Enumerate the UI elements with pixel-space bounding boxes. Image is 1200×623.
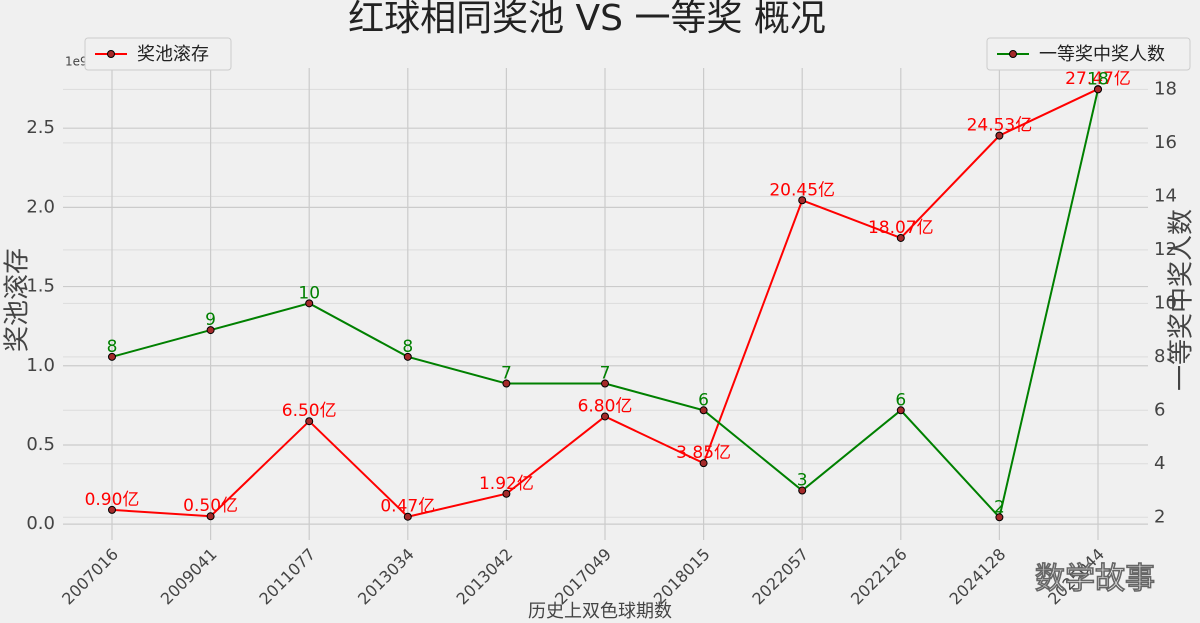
y2-axis-label: 一等奖中奖人数: [1167, 209, 1197, 391]
y-tick-label: 0.0: [26, 513, 55, 534]
y2-tick-label: 8: [1154, 346, 1165, 367]
point: [108, 352, 116, 361]
y-tick-label: 2.5: [26, 117, 55, 138]
point: [896, 233, 905, 242]
data-label: 18.07亿: [868, 218, 934, 238]
watermark: 数学故事: [1035, 562, 1155, 597]
point: [995, 513, 1004, 522]
data-label: 8: [107, 337, 118, 357]
point: [502, 489, 511, 498]
data-label: 27.47亿: [1065, 69, 1131, 89]
x-axis-label: 历史上双色球期数: [528, 601, 672, 622]
data-label: 6.50亿: [282, 401, 337, 421]
y2-tick-label: 2: [1154, 506, 1165, 527]
data-label: 6.80亿: [578, 396, 633, 416]
data-label: 0.47亿: [380, 497, 435, 517]
data-label: 3.85亿: [676, 443, 731, 463]
data-label: 6: [698, 390, 709, 410]
y-tick-label: 1.5: [26, 276, 55, 297]
point: [403, 512, 412, 521]
data-label: 18: [1087, 69, 1109, 89]
chart-title: 红球相同奖池 VS 一等奖 概况: [348, 0, 826, 39]
point: [699, 459, 708, 468]
legend-box: [986, 37, 1191, 71]
y2-tick-label: 14: [1154, 185, 1177, 206]
point: [798, 196, 807, 205]
legend-marker: [1009, 50, 1017, 58]
point: [403, 352, 412, 361]
data-label: 20.45亿: [769, 180, 835, 200]
data-label: 7: [501, 364, 512, 384]
data-label: 10: [298, 283, 320, 303]
point: [502, 379, 511, 388]
legend-marker: [107, 50, 115, 58]
y2-tick-label: 6: [1154, 399, 1165, 420]
data-label: 24.53亿: [967, 116, 1033, 136]
data-label: 3: [797, 471, 808, 491]
point: [699, 406, 708, 415]
point: [206, 512, 215, 521]
data-label: 9: [205, 310, 216, 330]
data-label: 0.50亿: [183, 496, 238, 516]
y-tick-label: 1.0: [26, 355, 55, 376]
y2-tick-label: 16: [1154, 132, 1177, 153]
y2-tick-label: 12: [1154, 239, 1177, 260]
legend-label: 一等奖中奖人数: [1039, 44, 1165, 65]
point: [601, 379, 609, 388]
y2-tick-label: 4: [1154, 453, 1165, 474]
point: [995, 131, 1004, 140]
data-label: 7: [600, 364, 611, 384]
y2-tick-label: 18: [1154, 78, 1177, 99]
point: [305, 417, 314, 426]
data-label: 8: [402, 337, 413, 357]
y2-tick-label: 10: [1154, 292, 1177, 313]
data-label: 0.90亿: [85, 490, 140, 510]
data-label: 6: [895, 390, 906, 410]
y-axis-label: 奖池滚存: [3, 248, 33, 352]
y-offset-label: 1e9: [65, 55, 88, 69]
point: [798, 486, 807, 495]
point: [108, 505, 116, 514]
data-label: 1.92亿: [479, 474, 534, 494]
point: [206, 326, 215, 335]
point: [305, 299, 314, 308]
point: [1094, 85, 1102, 94]
point: [896, 406, 905, 415]
y-tick-label: 0.5: [26, 434, 55, 455]
data-label: 2: [994, 497, 1005, 517]
legend-box: [84, 37, 232, 71]
legend-label: 奖池滚存: [137, 44, 209, 65]
y-tick-label: 2.0: [26, 196, 55, 217]
point: [601, 412, 609, 421]
